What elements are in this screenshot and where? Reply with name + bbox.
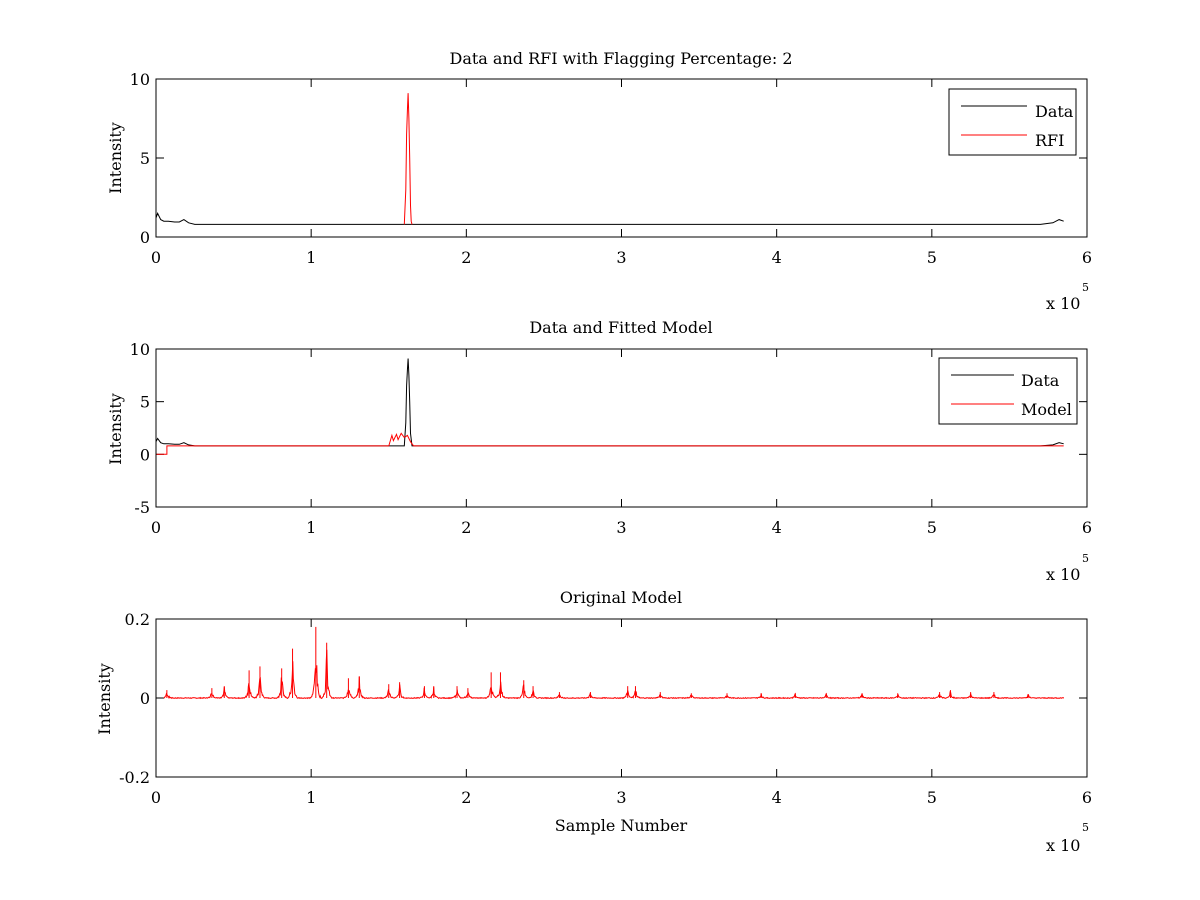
- x-multiplier-exponent: 5: [1082, 281, 1089, 294]
- ticks: 0 1 2 3 4 5 6-0.200.2: [119, 610, 1092, 807]
- series-line-model: [156, 432, 1064, 455]
- x-tick-label: 5: [927, 788, 937, 807]
- x-tick-label: 4: [772, 518, 782, 537]
- legend-label-data: Data: [1035, 102, 1074, 121]
- x-tick-label: 6: [1082, 518, 1092, 537]
- y-axis-label: Intensity: [95, 663, 114, 735]
- x-multiplier-exponent: 5: [1082, 821, 1089, 834]
- x-multiplier-base: x 10: [1046, 836, 1080, 855]
- x-tick-label: 3: [616, 788, 626, 807]
- y-axis-label: Intensity: [106, 393, 125, 465]
- x-multiplier: x 10: [1046, 836, 1080, 855]
- x-tick-label: 4: [772, 248, 782, 267]
- x-tick-label: 0: [151, 788, 161, 807]
- subplot-model-fit: Data and Fitted Model Intensity 0 1 2 3 4 5 6 -…: [106, 318, 1092, 584]
- y-tick-label: 0: [140, 228, 150, 247]
- x-tick-label: 1: [306, 518, 316, 537]
- y-tick-label: 10: [130, 70, 150, 89]
- subplot-rfi: Data and RFI with Flagging Percentage: 2…: [106, 49, 1092, 313]
- x-multiplier-exponent: 5: [1082, 552, 1089, 565]
- legend: Data Model: [938, 357, 1078, 425]
- subplot-original-model: Original Model Intensity Sample Number 0…: [95, 588, 1092, 855]
- y-tick-label: 5: [140, 149, 150, 168]
- subplot-title: Data and Fitted Model: [529, 318, 712, 337]
- plot-area: [155, 358, 1064, 455]
- legend-label-model: Model: [1021, 400, 1072, 419]
- x-tick-label: 1: [306, 248, 316, 267]
- series-line-data: [155, 211, 1064, 225]
- legend-label-rfi: RFI: [1035, 131, 1064, 150]
- x-tick-label: 6: [1082, 248, 1092, 267]
- legend: Data RFI: [948, 88, 1077, 156]
- y-tick-label: -0.2: [119, 768, 150, 787]
- x-multiplier-base: x 10: [1046, 294, 1080, 313]
- x-tick-label: 6: [1082, 788, 1092, 807]
- axes-frame: [155, 78, 1088, 238]
- x-tick-label: 3: [616, 518, 626, 537]
- y-tick-label: 0: [140, 445, 150, 464]
- x-tick-label: 4: [772, 788, 782, 807]
- y-tick-label: 10: [130, 340, 150, 359]
- x-multiplier-base: x 10: [1046, 565, 1080, 584]
- x-tick-label: 1: [306, 788, 316, 807]
- subplot-title: Data and RFI with Flagging Percentage: 2: [449, 49, 792, 68]
- y-tick-label: -5: [134, 498, 150, 517]
- x-tick-label: 5: [927, 248, 937, 267]
- legend-label-data: Data: [1021, 371, 1060, 390]
- plot-area: [155, 93, 1064, 225]
- legend-box: [948, 88, 1077, 156]
- y-tick-label: 0: [140, 689, 150, 708]
- y-axis-label: Intensity: [106, 122, 125, 194]
- x-tick-label: 2: [461, 518, 471, 537]
- x-axis-label: Sample Number: [555, 816, 688, 835]
- subplot-title: Original Model: [560, 588, 682, 607]
- axes-frame: [155, 348, 1088, 508]
- x-tick-label: 3: [616, 248, 626, 267]
- x-tick-label: 2: [461, 788, 471, 807]
- x-multiplier: x 10: [1046, 294, 1080, 313]
- y-tick-label: 0.2: [125, 610, 150, 629]
- y-tick-label: 5: [140, 393, 150, 412]
- x-tick-label: 0: [151, 518, 161, 537]
- legend-box: [938, 357, 1078, 425]
- series-line-rfi: [403, 93, 413, 225]
- x-tick-label: 0: [151, 248, 161, 267]
- x-tick-label: 2: [461, 248, 471, 267]
- plot-area: [163, 626, 1065, 700]
- axes-frame: [155, 618, 1088, 778]
- series-line-model: [163, 649, 1065, 700]
- x-multiplier: x 10: [1046, 565, 1080, 584]
- x-tick-label: 5: [927, 518, 937, 537]
